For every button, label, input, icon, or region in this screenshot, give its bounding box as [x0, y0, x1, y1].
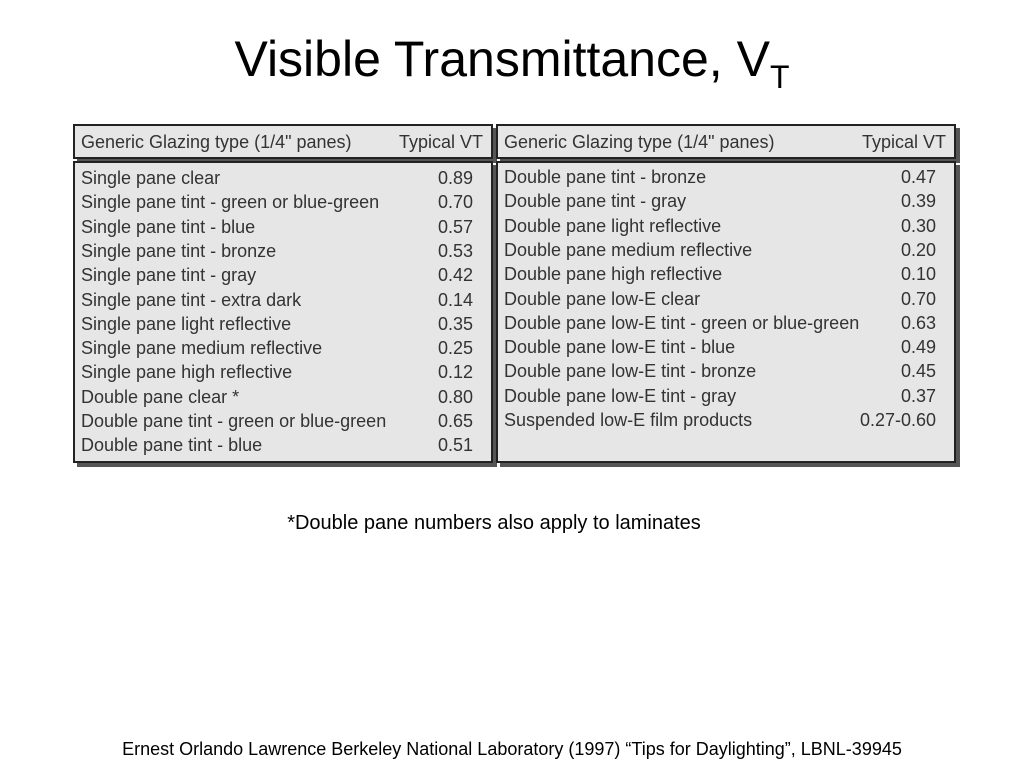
- row-value: 0.70: [900, 288, 936, 309]
- row-label: Double pane low-E tint - blue: [504, 337, 736, 358]
- row-label: Double pane clear *: [81, 386, 240, 407]
- row-value: 0.51: [437, 435, 473, 456]
- row-label: Single pane tint - green or blue-green: [81, 192, 380, 213]
- footnote: *Double pane numbers also apply to lamin…: [287, 512, 701, 534]
- row-value: 0.53: [437, 240, 473, 261]
- row-value: 0.47: [900, 167, 936, 187]
- row-value: 0.25: [437, 338, 473, 359]
- row-label: Double pane high reflective: [504, 264, 723, 285]
- row-value: 0.65: [437, 411, 473, 431]
- row-value: 0.10: [900, 264, 936, 285]
- row-label: Double pane low-E tint - bronze: [504, 361, 757, 382]
- row-value: 0.63: [900, 312, 936, 333]
- row-value: 0.45: [900, 361, 936, 382]
- row-label: Double pane tint - green or blue-green: [81, 411, 387, 431]
- row-label: Double pane tint - gray: [504, 191, 687, 212]
- row-value: 0.89: [437, 168, 473, 188]
- row-label: Double pane low-E clear: [504, 288, 701, 309]
- row-label: Single pane tint - extra dark: [81, 289, 302, 310]
- row-value: 0.30: [900, 215, 936, 236]
- row-label: Double pane tint - blue: [81, 435, 263, 456]
- row-value: 0.37: [900, 385, 936, 406]
- header-cell: Generic Glazing type (1/4" panes): [504, 132, 775, 152]
- row-value: 0.20: [900, 239, 936, 260]
- row-label: Double pane low-E tint - gray: [504, 385, 737, 406]
- row-label: Single pane tint - blue: [81, 216, 256, 237]
- row-label: Single pane light reflective: [81, 313, 292, 334]
- header-cell: Generic Glazing type (1/4" panes): [81, 132, 352, 152]
- row-label: Single pane tint - bronze: [81, 240, 277, 261]
- row-label: Single pane medium reflective: [81, 338, 323, 359]
- row-label: Suspended low-E film products: [504, 410, 753, 430]
- row-value: 0.27-0.60: [859, 410, 936, 430]
- row-label: Double pane tint - bronze: [504, 167, 707, 187]
- row-label: Single pane tint - gray: [81, 265, 257, 286]
- row-value: 0.80: [437, 386, 473, 407]
- row-value: 0.12: [437, 362, 473, 383]
- table-header: Generic Glazing type (1/4" panes) Typical…: [73, 124, 493, 159]
- row-label: Double pane low-E tint - green or blue-g…: [504, 312, 860, 333]
- header-cell: Typical VT: [398, 132, 483, 152]
- row-value: 0.35: [437, 313, 473, 334]
- title-subscript: T: [769, 59, 790, 95]
- citation: Ernest Orlando Lawrence Berkeley Nationa…: [122, 739, 902, 759]
- row-label: Double pane medium reflective: [504, 239, 753, 260]
- title: Visible Transmittance, VT: [0, 30, 1024, 96]
- row-value: 0.42: [437, 265, 473, 286]
- table-header: Generic Glazing type (1/4" panes) Typical…: [496, 124, 956, 159]
- row-value: 0.57: [437, 216, 473, 237]
- row-value: 0.14: [437, 289, 473, 310]
- row-value: 0.49: [900, 337, 936, 358]
- row-value: 0.70: [437, 192, 473, 213]
- header-cell: Typical VT: [861, 132, 946, 152]
- row-label: Single pane high reflective: [81, 362, 293, 383]
- table-body: Double pane tint - bronze 0.47 Double pane…: [496, 161, 956, 463]
- row-label: Double pane light reflective: [504, 215, 722, 236]
- row-label: Single pane clear: [81, 168, 221, 188]
- table-body: Single pane clear 0.89 Single pane tint - …: [73, 161, 493, 463]
- row-value: 0.39: [900, 191, 936, 212]
- title-main: Visible Transmittance, V: [234, 31, 770, 87]
